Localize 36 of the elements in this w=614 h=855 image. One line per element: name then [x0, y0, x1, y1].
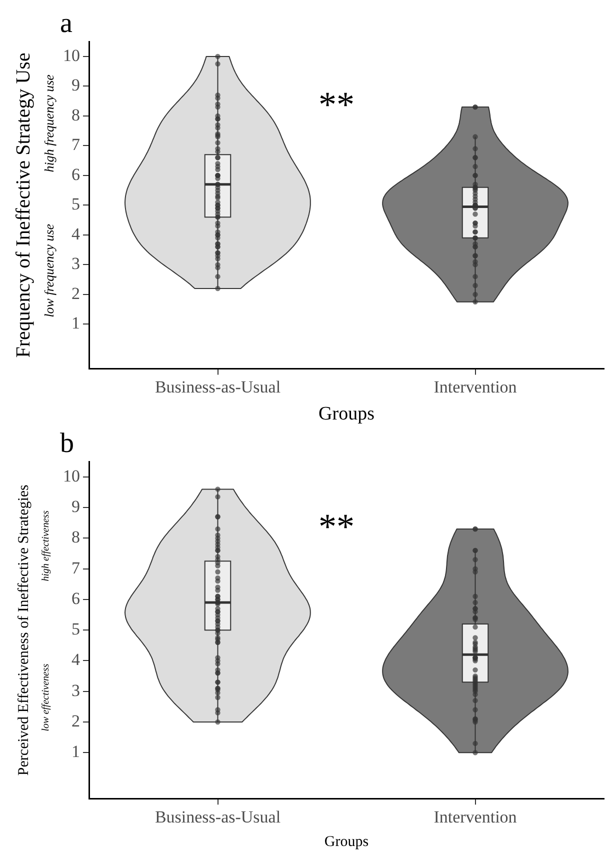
y-tick-label: 8 [72, 528, 80, 547]
y-tick-label: 6 [72, 588, 80, 608]
y-tick-label: 9 [72, 76, 80, 95]
y-tick-label: 5 [72, 194, 80, 214]
text: low effectiveness [40, 664, 52, 732]
y-tick-label: 8 [72, 105, 80, 124]
y-tick-label: 5 [72, 620, 80, 639]
y-tick-label: 4 [72, 650, 80, 670]
y-tick-label: 10 [63, 466, 80, 486]
y-tick-label: 6 [72, 164, 80, 184]
y-tick-label: 1 [72, 314, 80, 333]
x-tick-label: Intervention [434, 807, 518, 826]
text: low frequency use [41, 224, 56, 318]
y-tick-label: 3 [72, 254, 80, 274]
y-tick-label: 4 [72, 224, 80, 244]
y-tick-label: 3 [72, 680, 80, 700]
y-tick-label: 7 [72, 558, 80, 578]
text: high frequency use [41, 74, 56, 172]
text: high effectiveness [40, 510, 52, 582]
y-axis-title: Frequency of Ineffective Strategy Use [12, 52, 34, 358]
chart-title: b [60, 428, 74, 460]
x-tick-label: Intervention [434, 377, 518, 396]
chart-title: a [60, 8, 73, 40]
y-tick-label: 9 [72, 497, 80, 516]
y-tick-label: 10 [63, 46, 80, 65]
x-tick-label: Business-as-Usual [154, 377, 281, 396]
y-tick-label: 2 [72, 711, 80, 730]
y-tick-label: 7 [72, 135, 80, 154]
y-axis-title: Perceived Effectiveness of Ineffective Strategies [16, 484, 32, 776]
annotation: ** [318, 84, 354, 124]
x-tick-label: Business-as-Usual [154, 807, 281, 826]
x-axis-title: Groups [318, 404, 374, 425]
y-tick-label: 1 [72, 742, 80, 762]
y-tick-label: 2 [72, 284, 80, 303]
x-axis-title: Groups [324, 834, 369, 850]
annotation: ** [318, 506, 354, 546]
